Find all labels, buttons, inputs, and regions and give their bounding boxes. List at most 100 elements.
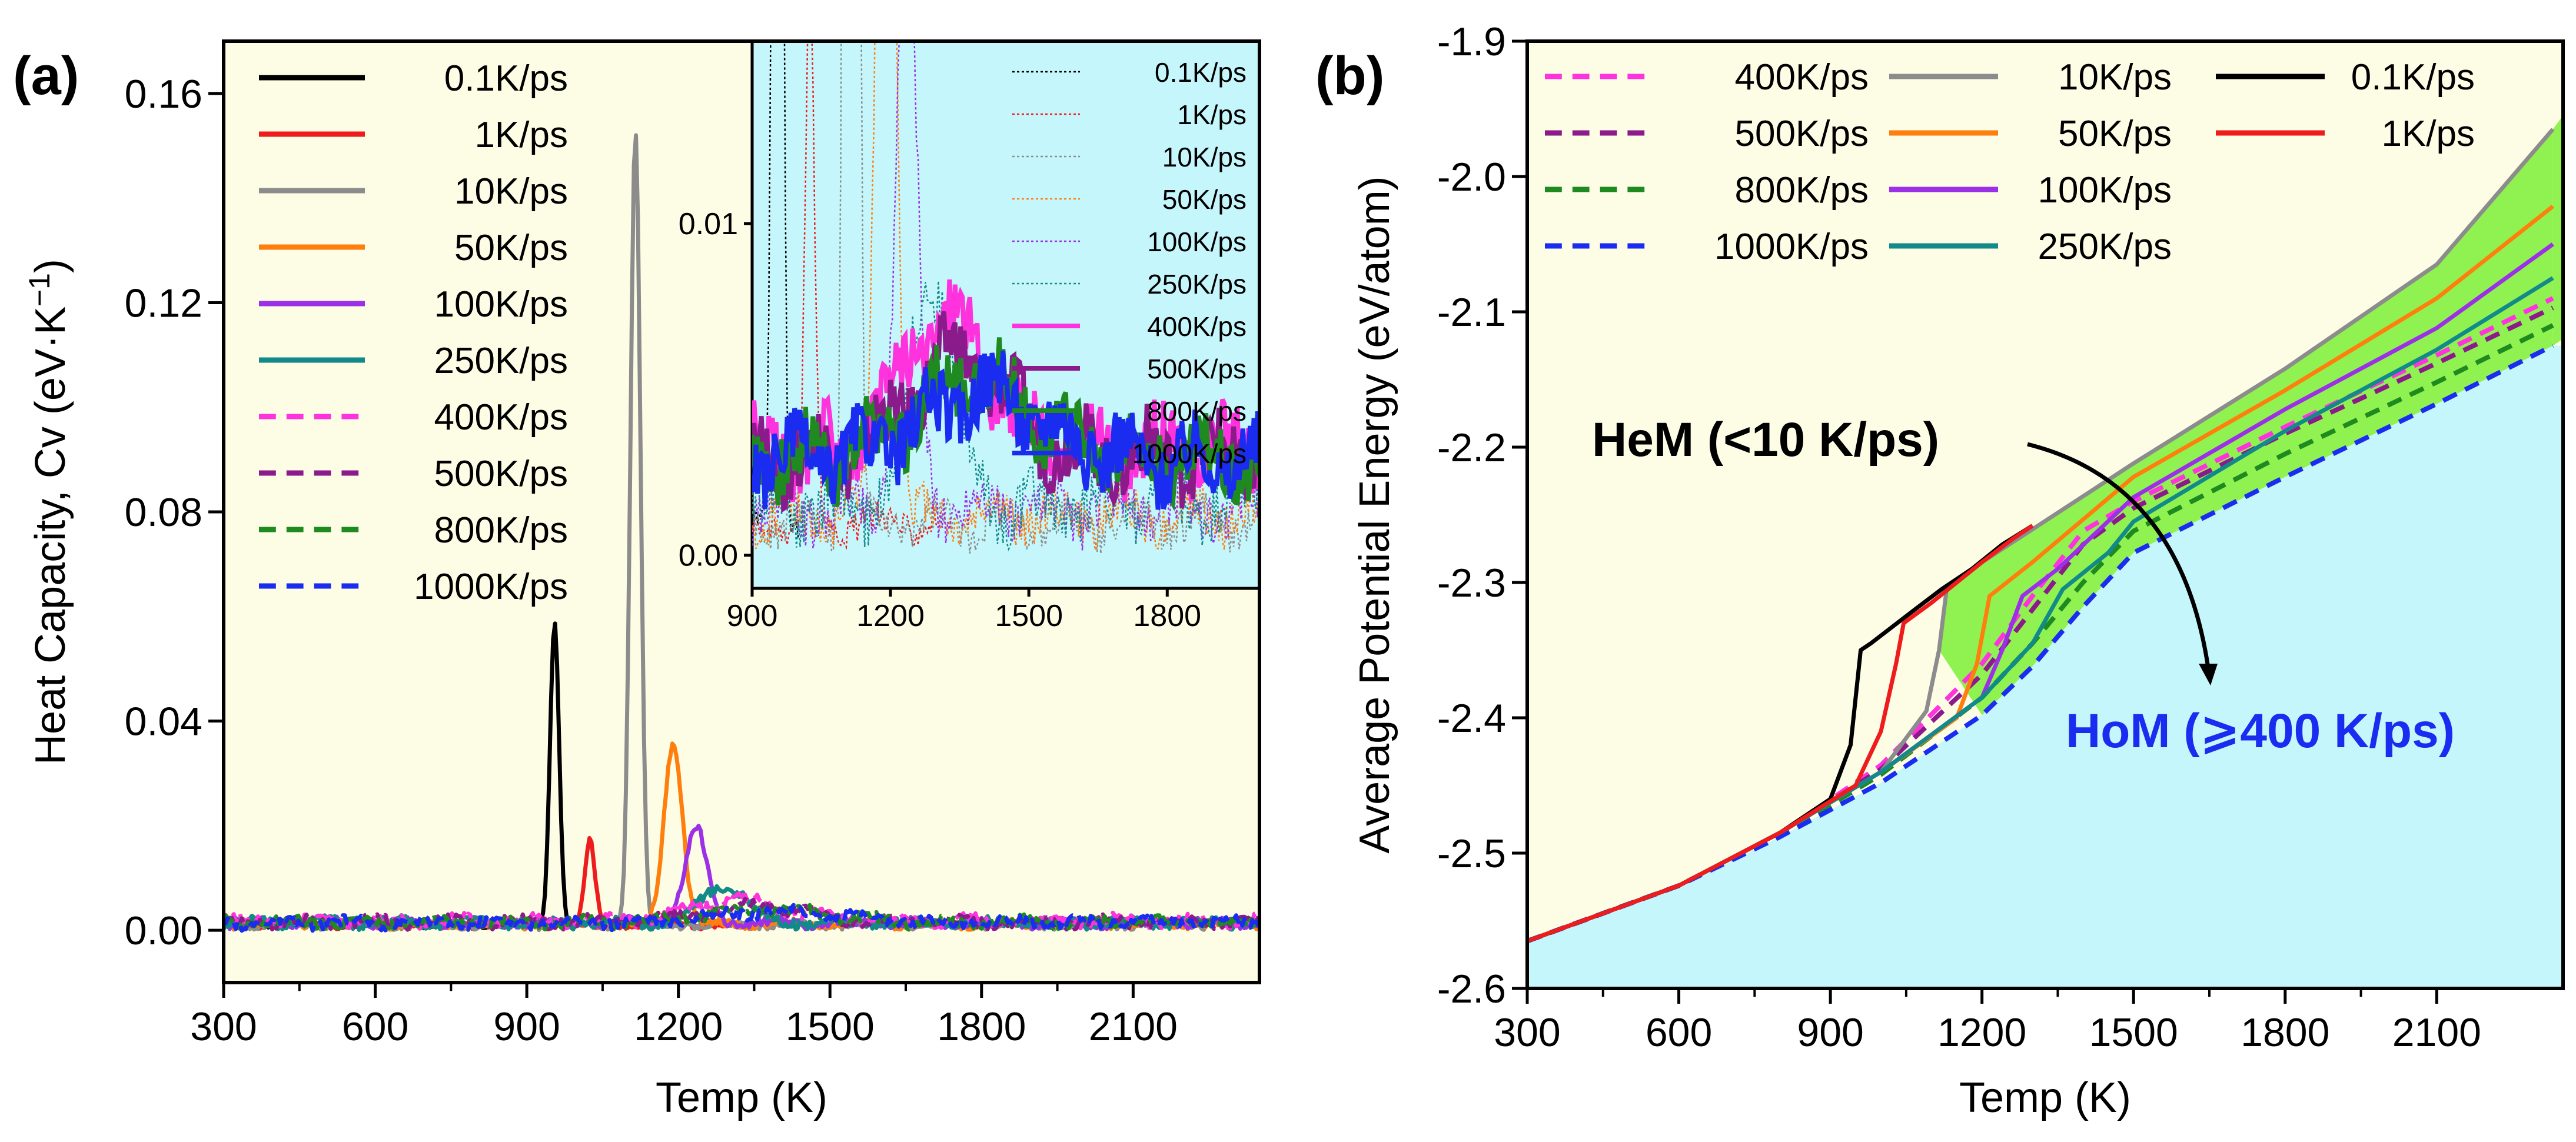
panel-b-legend-label-0-1k-ps: 0.1K/ps [2351, 57, 2475, 98]
panel-a-legend-label-50k-ps: 50K/ps [454, 228, 568, 268]
panel-a-inset-legend-label-400k-ps: 400K/ps [1147, 311, 1247, 342]
panel-a-ylabel: Heat Capacity, Cv (eV·K−1) [23, 259, 74, 765]
panel-b-xtick-label-1500: 1500 [2089, 1010, 2178, 1055]
panel-a-inset-legend-label-250k-ps: 250K/ps [1147, 269, 1247, 299]
panel-a: 900 1200 1500 1800 0.00 0.01 0.1K/ps 1K/ps 10K/… [13, 39, 1261, 1121]
panel-b-legend-label-1k-ps: 1K/ps [2381, 114, 2475, 154]
panel-a-xtick-label-600: 600 [342, 1004, 408, 1049]
panel-a-inset-legend-label-50k-ps: 50K/ps [1162, 184, 1247, 215]
transition-arrow [2027, 442, 2211, 668]
panel-a-legend-label-1000k-ps: 1000K/ps [414, 567, 568, 607]
panel-b-xlabel: Temp (K) [1959, 1074, 2131, 1121]
panel-b-ytick-label-5: -2.1 [1437, 290, 1506, 335]
panel-b-legend-label-800k-ps: 800K/ps [1734, 170, 1869, 211]
panel-a-xtick-label-2100: 2100 [1089, 1004, 1178, 1049]
panel-a-inset-legend: 0.1K/ps 1K/ps 10K/ps 50K/ps 100K/ps 250K/ps 40… [1012, 57, 1247, 469]
panel-a-inset-ytick-label-1: 0.01 [679, 207, 738, 241]
panel-b-series-500k-ps [1527, 305, 2554, 944]
panel-b-series [1527, 128, 2555, 944]
panel-a-ylabel-close: ) [27, 259, 74, 273]
panel-a-label: (a) [13, 46, 79, 106]
panel-b-ytick-label-4: -2.2 [1437, 425, 1506, 470]
panel-a-inset-legend-label-0-1k-ps: 0.1K/ps [1155, 57, 1247, 88]
panel-a-inset-legend-label-800k-ps: 800K/ps [1147, 396, 1247, 427]
panel-b-ytick-label-6: -2.0 [1437, 155, 1506, 199]
panel-b-intermediate-band [1939, 129, 2553, 715]
panel-a-inset-series-0-1k-ps [752, 41, 799, 538]
panel-a-ylabel-sup: −1 [23, 273, 56, 307]
panel-b-legend: 400K/ps 500K/ps 800K/ps 1000K/ps 10K/ps 50K/p… [1545, 57, 2475, 267]
panel-a-xtick-label-1500: 1500 [786, 1004, 875, 1049]
panel-b-label: (b) [1315, 46, 1384, 106]
panel-a-inset-xtick-label-1200: 1200 [856, 599, 925, 633]
panel-a-legend-label-400k-ps: 400K/ps [434, 397, 568, 438]
panel-a-inset-legend-label-1000k-ps: 1000K/ps [1132, 438, 1247, 469]
panel-a-ytick-label-1: 0.04 [125, 700, 202, 744]
panel-a-series-1000k-ps [224, 902, 1259, 933]
panel-a-xlabel: Temp (K) [656, 1074, 827, 1121]
panel-a-ylabel-main: Heat Capacity, Cv (eV·K [27, 307, 74, 765]
panel-b-xtick-label-600: 600 [1646, 1010, 1712, 1055]
panel-b-ytick-label-2: -2.4 [1437, 696, 1506, 741]
panel-a-xtick-label-300: 300 [190, 1004, 257, 1049]
panel-b-legend-label-10k-ps: 10K/ps [2058, 57, 2172, 98]
panel-b-legend-label-500k-ps: 500K/ps [1734, 114, 1869, 154]
panel-a-inset-legend-label-1k-ps: 1K/ps [1177, 99, 1247, 130]
panel-b-series-1000k-ps [1527, 343, 2554, 944]
panel-a-inset-ytick-label-0: 0.00 [679, 539, 738, 573]
panel-a-inset-xtick-label-900: 900 [727, 599, 778, 633]
panel-a-inset-series-1k-ps [752, 41, 938, 550]
panel-b-series-1k-ps [1527, 524, 2034, 943]
panel-b-xtick-label-1800: 1800 [2241, 1010, 2329, 1055]
panel-b-regions [1527, 115, 2563, 988]
panel-a-legend-label-10k-ps: 10K/ps [454, 171, 568, 212]
panel-a-ytick-label-0: 0.00 [125, 908, 202, 953]
panel-a-legend-label-1k-ps: 1K/ps [474, 115, 568, 155]
panel-b-legend-label-400k-ps: 400K/ps [1734, 57, 1869, 98]
panel-a-inset-series-1000k-ps [752, 351, 1259, 510]
panel-b-xtick-label-2100: 2100 [2392, 1010, 2481, 1055]
panel-b-axes: 300 600 900 1200 1500 1800 2100 -2.6 -2.5 -2.4 -2.… [1437, 19, 2481, 1055]
panel-a-inset-legend-label-500k-ps: 500K/ps [1147, 354, 1247, 384]
panel-a-legend-label-250k-ps: 250K/ps [434, 341, 568, 381]
panel-b-ytick-label-7: -1.9 [1437, 19, 1506, 64]
panel-b-lower-region [1527, 345, 2563, 988]
transition-arrow-head [2199, 664, 2218, 685]
panel-a-inset-axes: 900 1200 1500 1800 0.00 0.01 [679, 207, 1201, 633]
panel-b-legend-label-250k-ps: 250K/ps [2037, 227, 2172, 267]
panel-b-ylabel: Average Potential Energy (eV/atom) [1351, 176, 1398, 853]
panel-a-legend-label-100k-ps: 100K/ps [434, 284, 568, 325]
panel-b: 300 600 900 1200 1500 1800 2100 -2.6 -2.5 -2.4 -2.… [1315, 19, 2565, 1121]
panel-b-legend-label-1000k-ps: 1000K/ps [1714, 227, 1869, 267]
panel-b-xtick-label-1200: 1200 [1937, 1010, 2026, 1055]
panel-b-frame [1525, 39, 2565, 990]
panel-b-xtick-label-300: 300 [1494, 1010, 1560, 1055]
panel-a-inset-legend-label-100k-ps: 100K/ps [1147, 227, 1247, 257]
panel-b-legend-label-100k-ps: 100K/ps [2037, 170, 2172, 211]
panel-a-ytick-label-3: 0.12 [125, 281, 202, 325]
panel-a-xtick-label-1800: 1800 [937, 1004, 1026, 1049]
panel-a-xtick-label-1200: 1200 [634, 1004, 723, 1049]
panel-b-ytick-label-3: -2.3 [1437, 561, 1506, 605]
panel-b-ytick-label-0: -2.6 [1437, 967, 1506, 1011]
panel-a-inset-xtick-label-1500: 1500 [995, 599, 1063, 633]
panel-b-band-edge [2552, 115, 2563, 346]
panel-a-xtick-label-900: 900 [493, 1004, 560, 1049]
panel-a-ytick-label-4: 0.16 [125, 72, 202, 116]
panel-a-series [224, 133, 1259, 933]
panel-a-legend: 0.1K/ps 1K/ps 10K/ps 50K/ps 100K/ps 250K/ps 40… [259, 58, 568, 607]
panel-a-inset-legend-label-10k-ps: 10K/ps [1162, 142, 1247, 172]
panel-a-inset-series-10k-ps [752, 41, 1259, 554]
panel-b-legend-label-50k-ps: 50K/ps [2058, 114, 2172, 154]
panel-a-inset-series [752, 41, 1259, 554]
panel-b-xtick-label-900: 900 [1797, 1010, 1863, 1055]
panel-a-axes: 300 600 900 1200 1500 1800 2100 0.00 0.04 0.08 0.1… [125, 72, 1178, 1049]
hem-annotation: HeM (<10 K/ps) [1592, 413, 1939, 467]
panel-b-ytick-label-1: -2.5 [1437, 831, 1506, 876]
hom-annotation: HoM (⩾400 K/ps) [2066, 704, 2455, 758]
panel-a-ytick-label-2: 0.08 [125, 490, 202, 535]
panel-a-legend-label-0-1k-ps: 0.1K/ps [444, 58, 568, 99]
panel-a-legend-label-800k-ps: 800K/ps [434, 510, 568, 551]
panel-a-legend-label-500k-ps: 500K/ps [434, 454, 568, 494]
